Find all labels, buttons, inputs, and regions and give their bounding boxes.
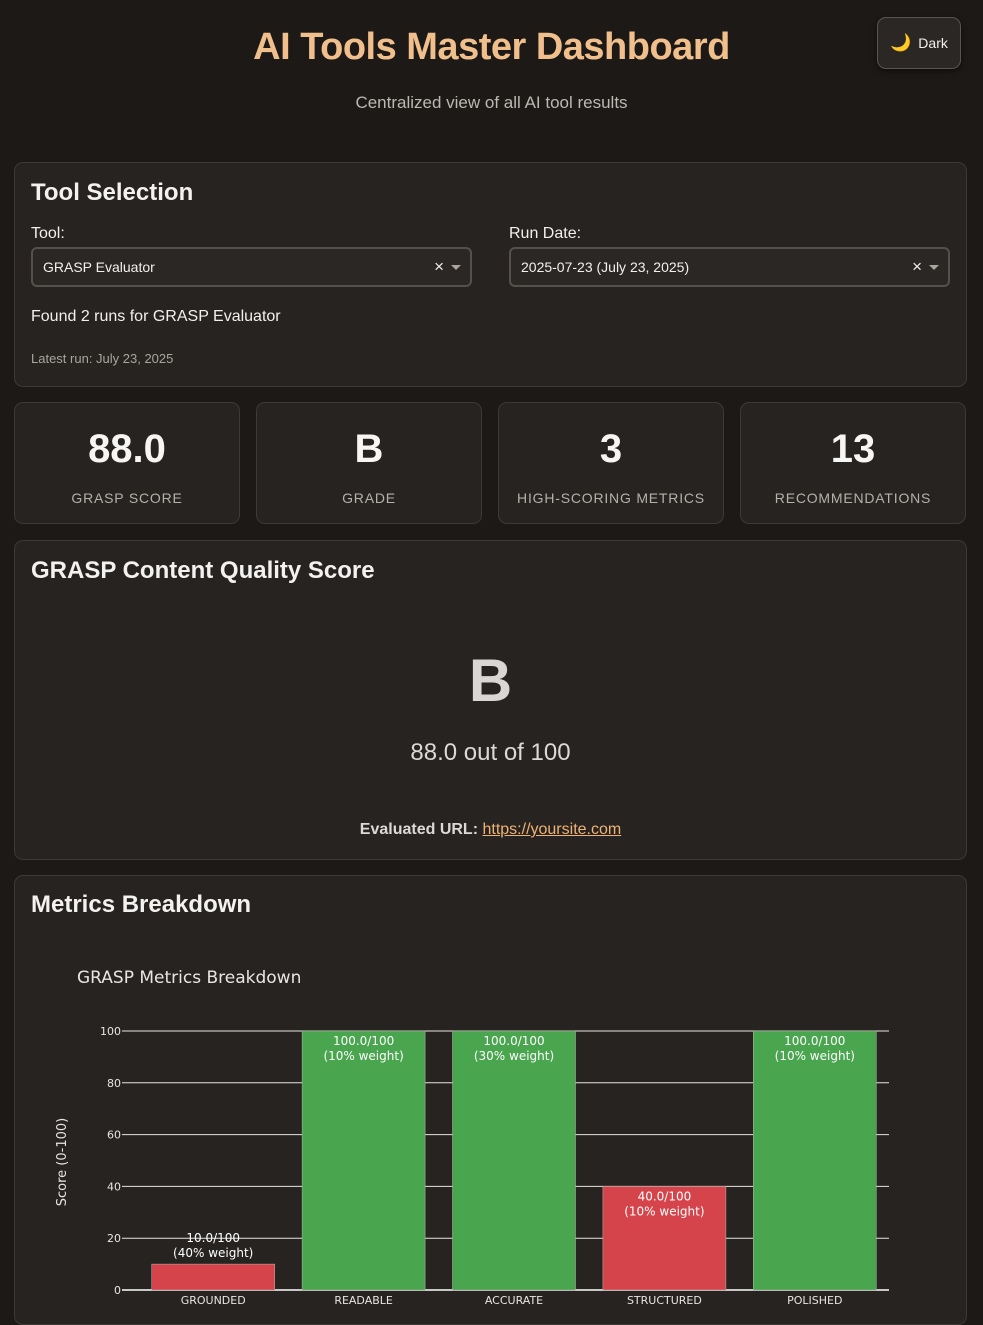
tool-selection-card: Tool Selection Tool: GRASP Evaluator × R… [14,162,967,387]
page-subtitle: Centralized view of all AI tool results [355,93,628,112]
stat-card-high-scoring-metrics: 3 HIGH-SCORING METRICS [498,402,724,524]
metrics-bar-chart: GRASP Metrics Breakdown 0 20 40 60 80 100 10.… [31,940,951,1310]
y-tick-label: 40 [107,1180,121,1193]
grasp-score-title: GRASP Content Quality Score [31,557,375,584]
tool-select-value: GRASP Evaluator [43,259,155,275]
data-label: (40% weight) [173,1246,253,1260]
y-tick-label: 100 [100,1025,121,1038]
chevron-down-icon[interactable] [929,265,939,270]
theme-toggle-button[interactable]: 🌙 Dark [877,17,961,69]
score-out-of-text: 88.0 out of 100 [410,739,571,766]
data-label: (10% weight) [775,1049,855,1063]
run-date-select[interactable]: 2025-07-23 (July 23, 2025) × [509,247,950,287]
y-tick-label: 80 [107,1077,121,1090]
data-label: (10% weight) [323,1049,403,1063]
bar-structured [602,1186,727,1291]
evaluated-url-link[interactable]: https://yoursite.com [482,821,622,838]
clear-tool-icon[interactable]: × [434,257,444,276]
page-title: AI Tools Master Dashboard [253,26,730,68]
data-label: 100.0/100 [483,1034,544,1048]
data-label: (10% weight) [624,1204,704,1218]
metrics-breakdown-card: Metrics Breakdown GRASP Metrics Breakdow… [14,875,967,1325]
stat-label: RECOMMENDATIONS [774,490,932,506]
grasp-score-card: GRASP Content Quality Score B 88.0 out o… [14,540,967,860]
runs-found-text: Found 2 runs for GRASP Evaluator [31,308,281,325]
stat-value: 13 [830,427,876,471]
bar-readable [301,1030,426,1291]
latest-run-text: Latest run: July 23, 2025 [31,351,174,366]
stat-label: HIGH-SCORING METRICS [517,490,705,506]
y-tick-label: 60 [107,1129,121,1142]
page-header: AI Tools Master Dashboard Centralized vi… [0,0,983,148]
chevron-down-icon[interactable] [451,265,461,270]
data-label: 100.0/100 [784,1034,845,1048]
x-tick-label: ACCURATE [485,1294,543,1307]
run-date-label: Run Date: [509,225,582,242]
theme-toggle-label: Dark [918,35,948,51]
bar-polished [753,1030,877,1291]
y-tick-label: 0 [114,1284,121,1297]
bar-accurate [452,1030,576,1291]
stat-card-grade: B GRADE [256,402,482,524]
chart-title: GRASP Metrics Breakdown [77,968,301,988]
evaluated-url-row: Evaluated URL: https://yoursite.com [15,821,966,839]
stat-card-recommendations: 13 RECOMMENDATIONS [740,402,966,524]
stat-label: GRASP SCORE [71,490,183,506]
metrics-breakdown-title: Metrics Breakdown [31,891,252,918]
data-label: 40.0/100 [638,1189,692,1203]
y-axis-label: Score (0-100) [55,1118,70,1206]
x-tick-label: READABLE [334,1294,393,1307]
stat-value: 3 [599,427,623,471]
stat-value: 88.0 [88,427,166,471]
grade-display: B [468,647,513,714]
moon-icon: 🌙 [890,33,912,52]
x-tick-label: POLISHED [787,1294,842,1307]
data-label: 100.0/100 [333,1034,394,1048]
bar-grounded [151,1263,275,1291]
data-label: 10.0/100 [186,1231,240,1245]
x-tick-label: STRUCTURED [627,1294,702,1307]
stat-label: GRADE [342,490,396,506]
x-tick-label: GROUNDED [181,1294,246,1307]
y-tick-label: 20 [107,1232,121,1245]
tool-selection-title: Tool Selection [31,179,194,206]
evaluated-url-label: Evaluated URL: [359,821,479,838]
stat-value: B [354,427,384,471]
tool-select[interactable]: GRASP Evaluator × [31,247,472,287]
stat-card-grasp-score: 88.0 GRASP SCORE [14,402,240,524]
run-date-select-value: 2025-07-23 (July 23, 2025) [521,259,690,275]
data-label: (30% weight) [474,1049,554,1063]
clear-date-icon[interactable]: × [912,257,922,276]
tool-label: Tool: [31,225,65,242]
